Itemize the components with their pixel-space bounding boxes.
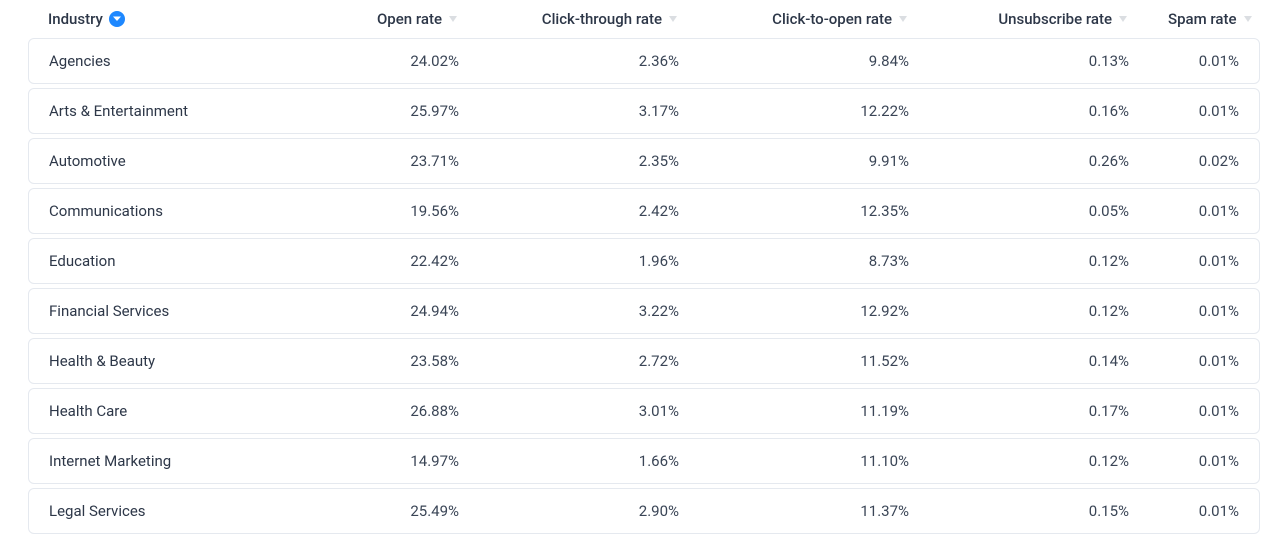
table-row: Financial Services24.94%3.22%12.92%0.12%…	[28, 288, 1260, 334]
cell-spam-rate: 0.01%	[1149, 102, 1259, 120]
cell-open-rate: 24.02%	[329, 52, 479, 70]
cell-click-through-rate: 1.66%	[479, 452, 699, 470]
table-row: Automotive23.71%2.35%9.91%0.26%0.02%	[28, 138, 1260, 184]
sort-active-icon[interactable]	[109, 11, 125, 27]
cell-open-rate: 23.71%	[329, 152, 479, 170]
cell-unsubscribe-rate: 0.17%	[929, 402, 1149, 420]
cell-industry: Internet Marketing	[29, 452, 329, 470]
cell-unsubscribe-rate: 0.14%	[929, 352, 1149, 370]
table-row: Agencies24.02%2.36%9.84%0.13%0.01%	[28, 38, 1260, 84]
cell-click-to-open-rate: 9.84%	[699, 52, 929, 70]
cell-industry: Communications	[29, 202, 329, 220]
cell-click-to-open-rate: 12.22%	[699, 102, 929, 120]
col-header-label: Unsubscribe rate	[998, 10, 1112, 28]
col-header-industry[interactable]: Industry	[28, 10, 328, 28]
cell-click-to-open-rate: 9.91%	[699, 152, 929, 170]
col-header-label: Click-to-open rate	[772, 10, 892, 28]
cell-unsubscribe-rate: 0.16%	[929, 102, 1149, 120]
sort-idle-icon[interactable]	[1243, 14, 1253, 24]
col-header-label: Click-through rate	[542, 10, 662, 28]
cell-spam-rate: 0.01%	[1149, 302, 1259, 320]
cell-unsubscribe-rate: 0.15%	[929, 502, 1149, 520]
cell-open-rate: 14.97%	[329, 452, 479, 470]
cell-industry: Legal Services	[29, 502, 329, 520]
sort-idle-icon[interactable]	[1118, 14, 1128, 24]
table-header-row: Industry Open rate Click-through rate Cl…	[28, 4, 1260, 38]
cell-spam-rate: 0.01%	[1149, 202, 1259, 220]
cell-unsubscribe-rate: 0.12%	[929, 302, 1149, 320]
cell-open-rate: 24.94%	[329, 302, 479, 320]
cell-click-through-rate: 2.90%	[479, 502, 699, 520]
table-row: Arts & Entertainment25.97%3.17%12.22%0.1…	[28, 88, 1260, 134]
cell-spam-rate: 0.01%	[1149, 502, 1259, 520]
cell-industry: Automotive	[29, 152, 329, 170]
cell-industry: Financial Services	[29, 302, 329, 320]
col-header-label: Industry	[48, 10, 103, 28]
cell-click-to-open-rate: 12.92%	[699, 302, 929, 320]
sort-idle-icon[interactable]	[448, 14, 458, 24]
table-row: Legal Services25.49%2.90%11.37%0.15%0.01…	[28, 488, 1260, 534]
cell-unsubscribe-rate: 0.05%	[929, 202, 1149, 220]
cell-click-to-open-rate: 11.19%	[699, 402, 929, 420]
sort-idle-icon[interactable]	[898, 14, 908, 24]
table-row: Health & Beauty23.58%2.72%11.52%0.14%0.0…	[28, 338, 1260, 384]
cell-click-to-open-rate: 12.35%	[699, 202, 929, 220]
cell-spam-rate: 0.01%	[1149, 402, 1259, 420]
cell-click-through-rate: 2.72%	[479, 352, 699, 370]
benchmark-table: Industry Open rate Click-through rate Cl…	[0, 0, 1288, 546]
col-header-click-to-open-rate[interactable]: Click-to-open rate	[698, 10, 928, 28]
cell-click-through-rate: 3.17%	[479, 102, 699, 120]
col-header-click-through-rate[interactable]: Click-through rate	[478, 10, 698, 28]
cell-click-through-rate: 2.42%	[479, 202, 699, 220]
cell-spam-rate: 0.01%	[1149, 452, 1259, 470]
cell-open-rate: 22.42%	[329, 252, 479, 270]
cell-spam-rate: 0.01%	[1149, 252, 1259, 270]
table-row: Health Care26.88%3.01%11.19%0.17%0.01%	[28, 388, 1260, 434]
table-body: Agencies24.02%2.36%9.84%0.13%0.01%Arts &…	[28, 38, 1260, 534]
cell-open-rate: 25.49%	[329, 502, 479, 520]
cell-spam-rate: 0.02%	[1149, 152, 1259, 170]
cell-industry: Education	[29, 252, 329, 270]
cell-industry: Health Care	[29, 402, 329, 420]
col-header-spam-rate[interactable]: Spam rate	[1148, 10, 1273, 28]
col-header-open-rate[interactable]: Open rate	[328, 10, 478, 28]
cell-industry: Health & Beauty	[29, 352, 329, 370]
cell-unsubscribe-rate: 0.12%	[929, 452, 1149, 470]
cell-click-through-rate: 3.22%	[479, 302, 699, 320]
cell-click-to-open-rate: 11.10%	[699, 452, 929, 470]
cell-unsubscribe-rate: 0.12%	[929, 252, 1149, 270]
cell-click-through-rate: 3.01%	[479, 402, 699, 420]
cell-industry: Arts & Entertainment	[29, 102, 329, 120]
cell-open-rate: 23.58%	[329, 352, 479, 370]
cell-click-to-open-rate: 11.52%	[699, 352, 929, 370]
cell-click-through-rate: 1.96%	[479, 252, 699, 270]
col-header-label: Spam rate	[1168, 10, 1237, 28]
cell-click-to-open-rate: 11.37%	[699, 502, 929, 520]
cell-click-through-rate: 2.35%	[479, 152, 699, 170]
cell-unsubscribe-rate: 0.13%	[929, 52, 1149, 70]
cell-click-to-open-rate: 8.73%	[699, 252, 929, 270]
cell-industry: Agencies	[29, 52, 329, 70]
table-row: Internet Marketing14.97%1.66%11.10%0.12%…	[28, 438, 1260, 484]
col-header-label: Open rate	[377, 10, 442, 28]
cell-open-rate: 19.56%	[329, 202, 479, 220]
cell-spam-rate: 0.01%	[1149, 52, 1259, 70]
table-row: Education22.42%1.96%8.73%0.12%0.01%	[28, 238, 1260, 284]
cell-spam-rate: 0.01%	[1149, 352, 1259, 370]
cell-open-rate: 26.88%	[329, 402, 479, 420]
table-row: Communications19.56%2.42%12.35%0.05%0.01…	[28, 188, 1260, 234]
sort-idle-icon[interactable]	[668, 14, 678, 24]
cell-click-through-rate: 2.36%	[479, 52, 699, 70]
cell-open-rate: 25.97%	[329, 102, 479, 120]
col-header-unsubscribe-rate[interactable]: Unsubscribe rate	[928, 10, 1148, 28]
cell-unsubscribe-rate: 0.26%	[929, 152, 1149, 170]
